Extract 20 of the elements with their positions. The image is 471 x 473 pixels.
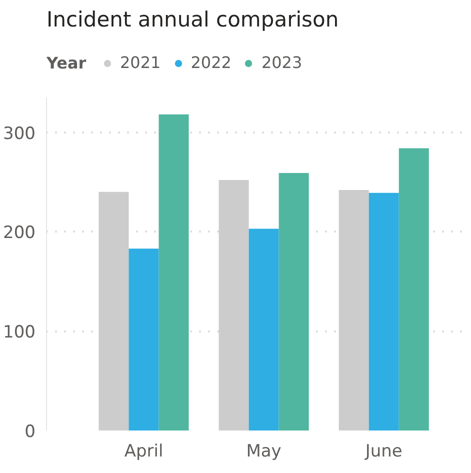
x-tick-label: June <box>364 442 402 462</box>
legend-label: 2022 <box>190 53 232 72</box>
legend-label: 2023 <box>261 53 302 72</box>
bar <box>338 190 369 430</box>
x-tick-label: May <box>246 442 282 462</box>
bar <box>128 248 159 430</box>
y-tick-label: 0 <box>24 422 36 442</box>
y-tick-label: 100 <box>3 322 36 343</box>
y-tick-label: 200 <box>3 223 36 244</box>
y-tick-label: 300 <box>3 124 36 144</box>
chart-title: Incident annual comparison <box>46 8 339 32</box>
bar <box>158 114 189 430</box>
bar <box>248 228 279 430</box>
x-tick-label: April <box>124 442 164 462</box>
bar <box>368 192 399 430</box>
bar <box>278 173 309 430</box>
legend-title: Year <box>46 54 86 72</box>
bar <box>98 192 129 430</box>
legend-label: 2021 <box>120 53 161 72</box>
bar <box>398 148 429 430</box>
